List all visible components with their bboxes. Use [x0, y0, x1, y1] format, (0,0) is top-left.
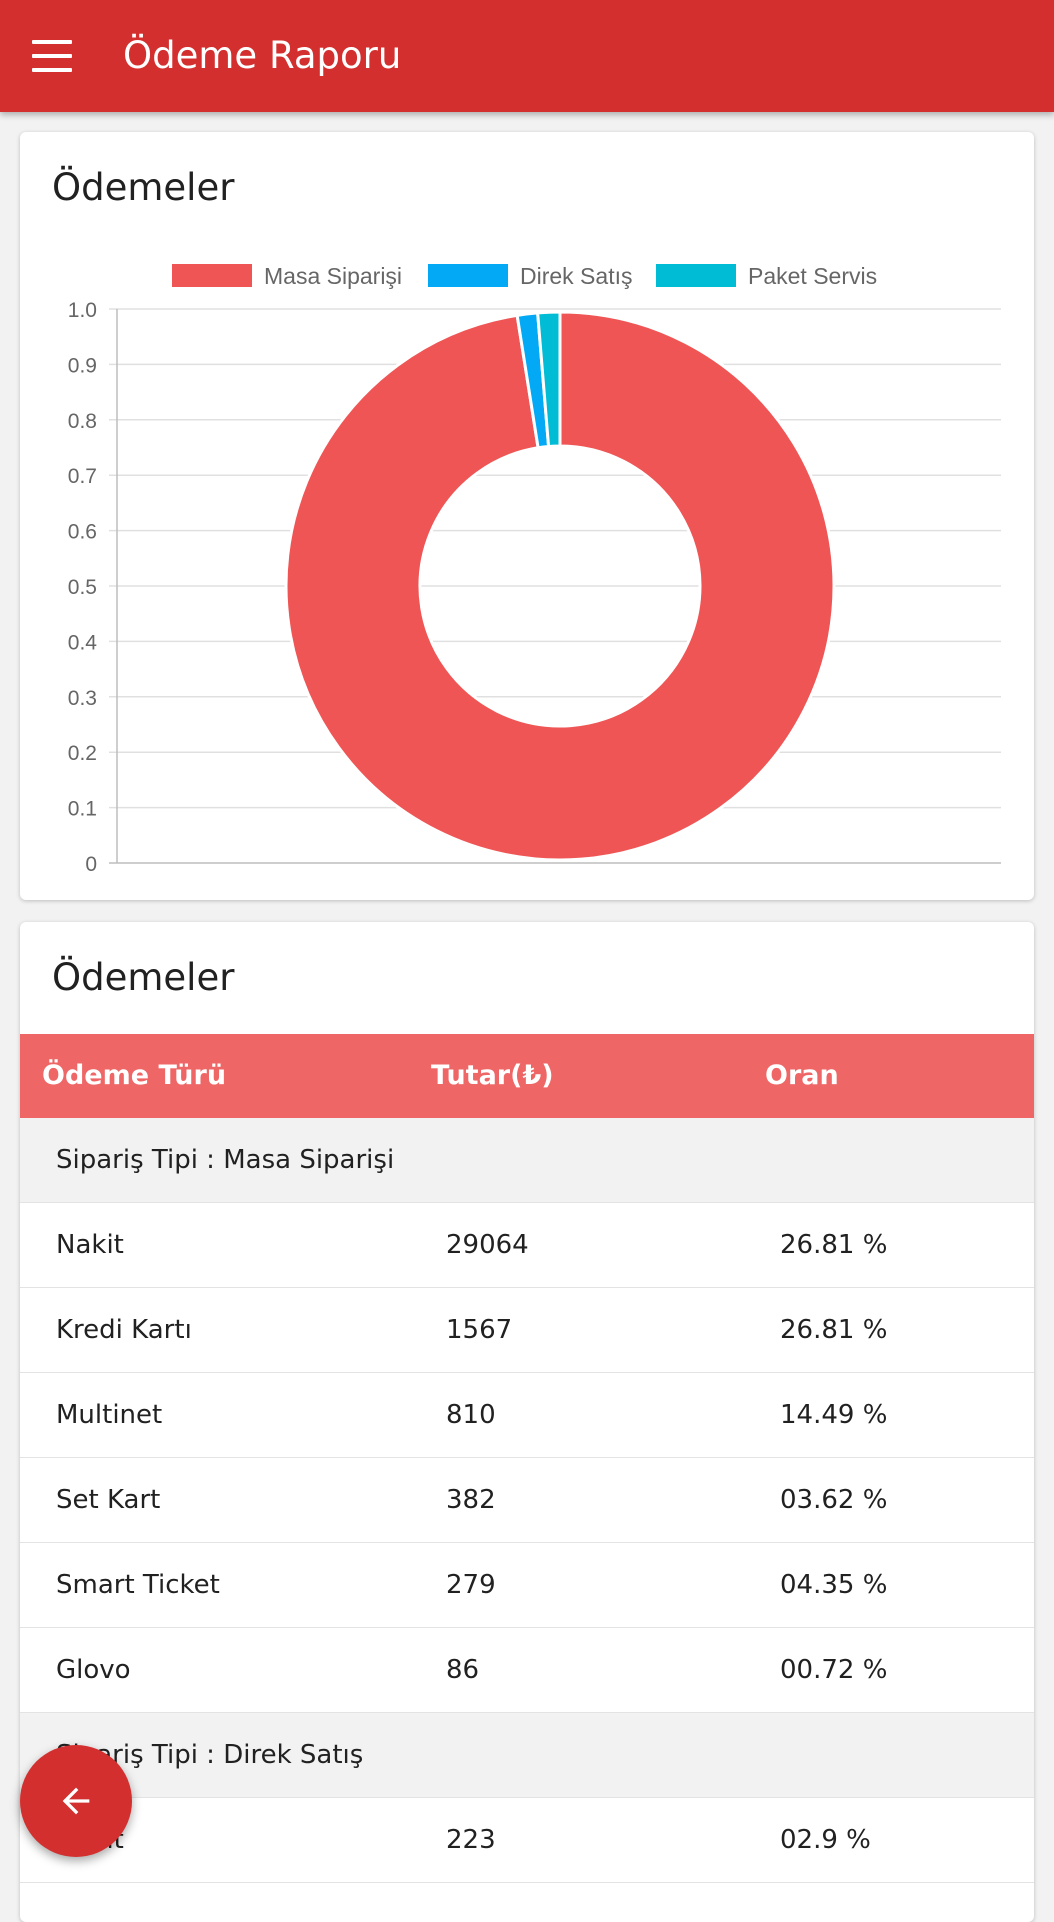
- cell-amount: 29064: [446, 1230, 529, 1260]
- cell-payment-type: Glovo: [56, 1655, 131, 1685]
- back-button[interactable]: [20, 1745, 132, 1857]
- legend-label: Direk Satış: [520, 263, 632, 289]
- cell-amount: 382: [446, 1485, 496, 1515]
- legend-label: Masa Siparişi: [264, 263, 402, 289]
- page-title: Ödeme Raporu: [123, 34, 402, 77]
- app-bar: Ödeme Raporu: [0, 0, 1054, 112]
- table-row: Smart Ticket 279 04.35 %: [20, 1543, 1034, 1628]
- cell-payment-type: Set Kart: [56, 1485, 161, 1515]
- table-body: Sipariş Tipi : Masa Siparişi Nakit 29064 26…: [20, 1118, 1034, 1883]
- y-tick-label: 0.3: [68, 687, 97, 710]
- header-payment-type: Ödeme Türü: [42, 1060, 227, 1091]
- chart-card-title: Ödemeler: [52, 166, 235, 209]
- cell-ratio: 04.35 %: [780, 1570, 888, 1600]
- cell-amount: 279: [446, 1570, 496, 1600]
- table-row: Multinet 810 14.49 %: [20, 1373, 1034, 1458]
- cell-ratio: 00.72 %: [780, 1655, 888, 1685]
- y-tick-label: 0.2: [68, 742, 97, 765]
- cell-ratio: 14.49 %: [780, 1400, 888, 1430]
- table-row: Nakit 29064 26.81 %: [20, 1203, 1034, 1288]
- table-card-title: Ödemeler: [52, 956, 235, 999]
- legend-label: Paket Servis: [748, 263, 877, 289]
- doughnut-slice: [536, 310, 562, 449]
- cell-amount: 86: [446, 1655, 480, 1685]
- group-label: Sipariş Tipi : Masa Siparişi: [56, 1145, 395, 1175]
- table-header: Ödeme Türü Tutar(₺) Oran: [20, 1034, 1034, 1118]
- cell-ratio: 02.9 %: [780, 1825, 871, 1855]
- y-tick-label: 0: [85, 853, 97, 876]
- cell-ratio: 26.81 %: [780, 1315, 888, 1345]
- cell-payment-type: Smart Ticket: [56, 1570, 220, 1600]
- payments-table-card: Ödemeler Ödeme Türü Tutar(₺) Oran Sipari…: [20, 922, 1034, 1922]
- table-row: Kredi Kartı 1567 26.81 %: [20, 1288, 1034, 1373]
- doughnut-slice: [284, 310, 836, 862]
- y-tick-label: 0.6: [68, 521, 97, 544]
- arrow-left-icon: [62, 1787, 90, 1815]
- legend-swatch: [428, 264, 508, 287]
- table-row: Set Kart 382 03.62 %: [20, 1458, 1034, 1543]
- cell-amount: 223: [446, 1825, 496, 1855]
- chart-card: Ödemeler 1.0 0.9 0.8 0.7 0.6 0.5 0.4 0.3 0.2 0.1 0…: [20, 132, 1034, 900]
- doughnut-chart: 1.0 0.9 0.8 0.7 0.6 0.5 0.4 0.3 0.2 0.1 0 Masa Sipa…: [68, 263, 1001, 876]
- legend-swatch: [656, 264, 736, 287]
- legend-swatch: [172, 264, 252, 287]
- cell-payment-type: Kredi Kartı: [56, 1315, 192, 1345]
- header-ratio: Oran: [765, 1060, 839, 1091]
- y-tick-label: 0.7: [68, 465, 97, 488]
- group-row: Sipariş Tipi : Direk Satış: [20, 1713, 1034, 1798]
- y-tick-label: 0.1: [68, 798, 97, 821]
- y-tick-label: 0.8: [68, 410, 97, 433]
- hamburger-menu-icon[interactable]: [32, 40, 72, 72]
- group-row: Sipariş Tipi : Masa Siparişi: [20, 1118, 1034, 1203]
- table-row: Nakit22302.9 %: [20, 1798, 1034, 1883]
- y-tick-label: 0.5: [68, 576, 97, 599]
- table-row: Glovo 86 00.72 %: [20, 1628, 1034, 1713]
- cell-amount: 810: [446, 1400, 496, 1430]
- header-amount: Tutar(₺): [431, 1060, 554, 1091]
- cell-ratio: 03.62 %: [780, 1485, 888, 1515]
- y-tick-label: 1.0: [68, 299, 97, 322]
- cell-ratio: 26.81 %: [780, 1230, 888, 1260]
- cell-amount: 1567: [446, 1315, 513, 1345]
- y-tick-label: 0.4: [68, 631, 98, 654]
- y-tick-label: 0.9: [68, 354, 97, 377]
- cell-payment-type: Multinet: [56, 1400, 163, 1430]
- cell-payment-type: Nakit: [56, 1230, 124, 1260]
